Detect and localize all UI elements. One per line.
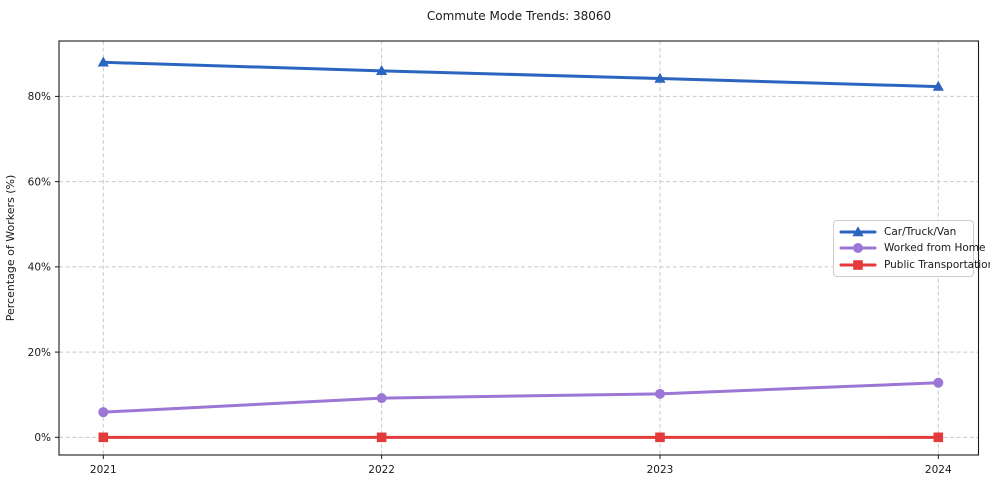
legend-label: Worked from Home [884,242,986,255]
legend-line-marker-icon [839,243,877,254]
svg-text:2023: 2023 [647,464,674,476]
legend-line-marker-icon [839,260,877,270]
svg-text:80%: 80% [28,91,51,103]
legend: Car/Truck/Van Worked from Home Public Tr… [833,220,990,277]
svg-text:0%: 0% [34,432,51,444]
svg-text:20%: 20% [28,347,51,359]
chart-title: Commute Mode Trends: 38060 [426,9,612,23]
svg-text:2022: 2022 [368,464,395,476]
legend-line-marker-icon [839,226,877,237]
svg-text:2024: 2024 [925,464,952,476]
svg-text:60%: 60% [28,176,51,188]
legend-item-public-transportation: Public Transportation [839,258,990,272]
legend-label: Car/Truck/Van [884,225,957,238]
svg-text:40%: 40% [28,262,51,274]
legend-item-worked-from-home: Worked from Home [839,241,985,255]
y-axis-label: Percentage of Workers (%) [4,175,17,322]
svg-text:2021: 2021 [90,464,117,476]
legend-label: Public Transportation [884,258,990,271]
legend-item-car-truck-van: Car/Truck/Van [839,225,968,239]
